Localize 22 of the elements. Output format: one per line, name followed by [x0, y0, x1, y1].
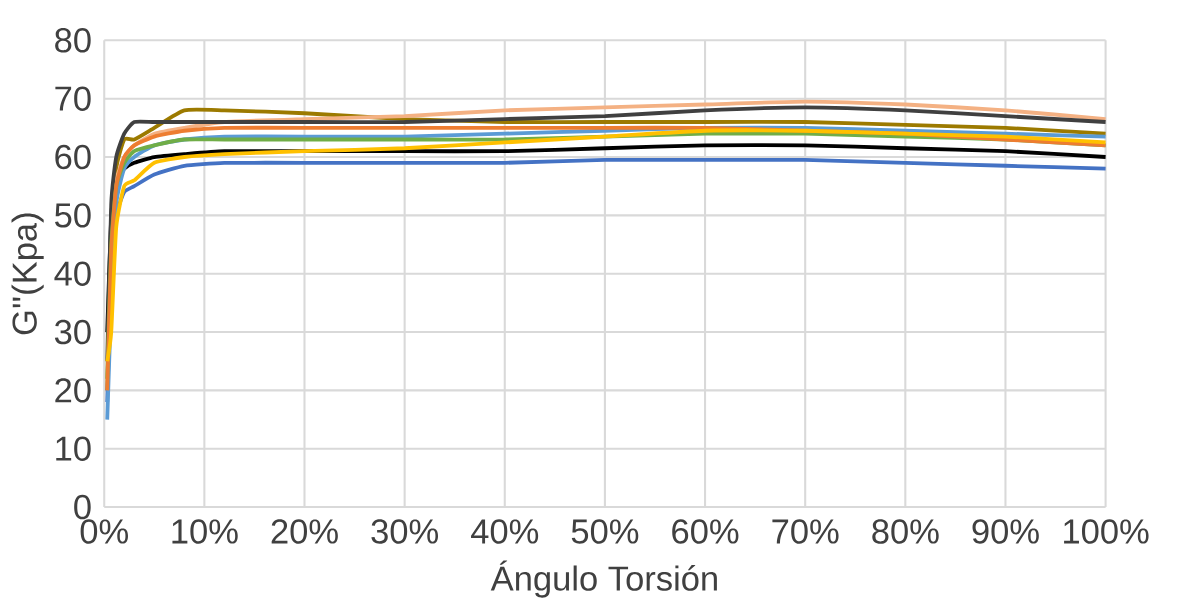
x-tick-label: 70%	[772, 519, 839, 544]
x-tick-label: 10%	[172, 519, 238, 544]
x-tick-label: 90%	[972, 519, 1039, 544]
y-tick-label: 10	[56, 436, 91, 461]
x-tick-label: 80%	[872, 519, 939, 544]
x-tick-label: 100%	[1064, 519, 1149, 544]
y-tick-label: 20	[55, 378, 91, 403]
y-tick-label: 80	[55, 28, 91, 53]
x-tick-label: 60%	[672, 519, 739, 544]
y-tick-label: 40	[54, 261, 91, 286]
y-tick-label: 60	[55, 144, 91, 170]
x-tick-label: 20%	[271, 519, 338, 544]
y-tick-label: 0	[74, 494, 91, 520]
y-tick-label: 30	[54, 319, 91, 345]
x-tick-label: 0%	[80, 519, 128, 544]
y-tick-label: 50	[55, 203, 91, 228]
y-axis-title: G''(Kpa)	[11, 213, 44, 335]
x-tick-label: 50%	[571, 519, 639, 544]
y-tick-label: 70	[55, 86, 91, 111]
x-tick-label: 30%	[371, 519, 438, 544]
x-axis-title: Ángulo Torsión	[490, 560, 717, 598]
x-tick-label: 40%	[471, 519, 539, 544]
